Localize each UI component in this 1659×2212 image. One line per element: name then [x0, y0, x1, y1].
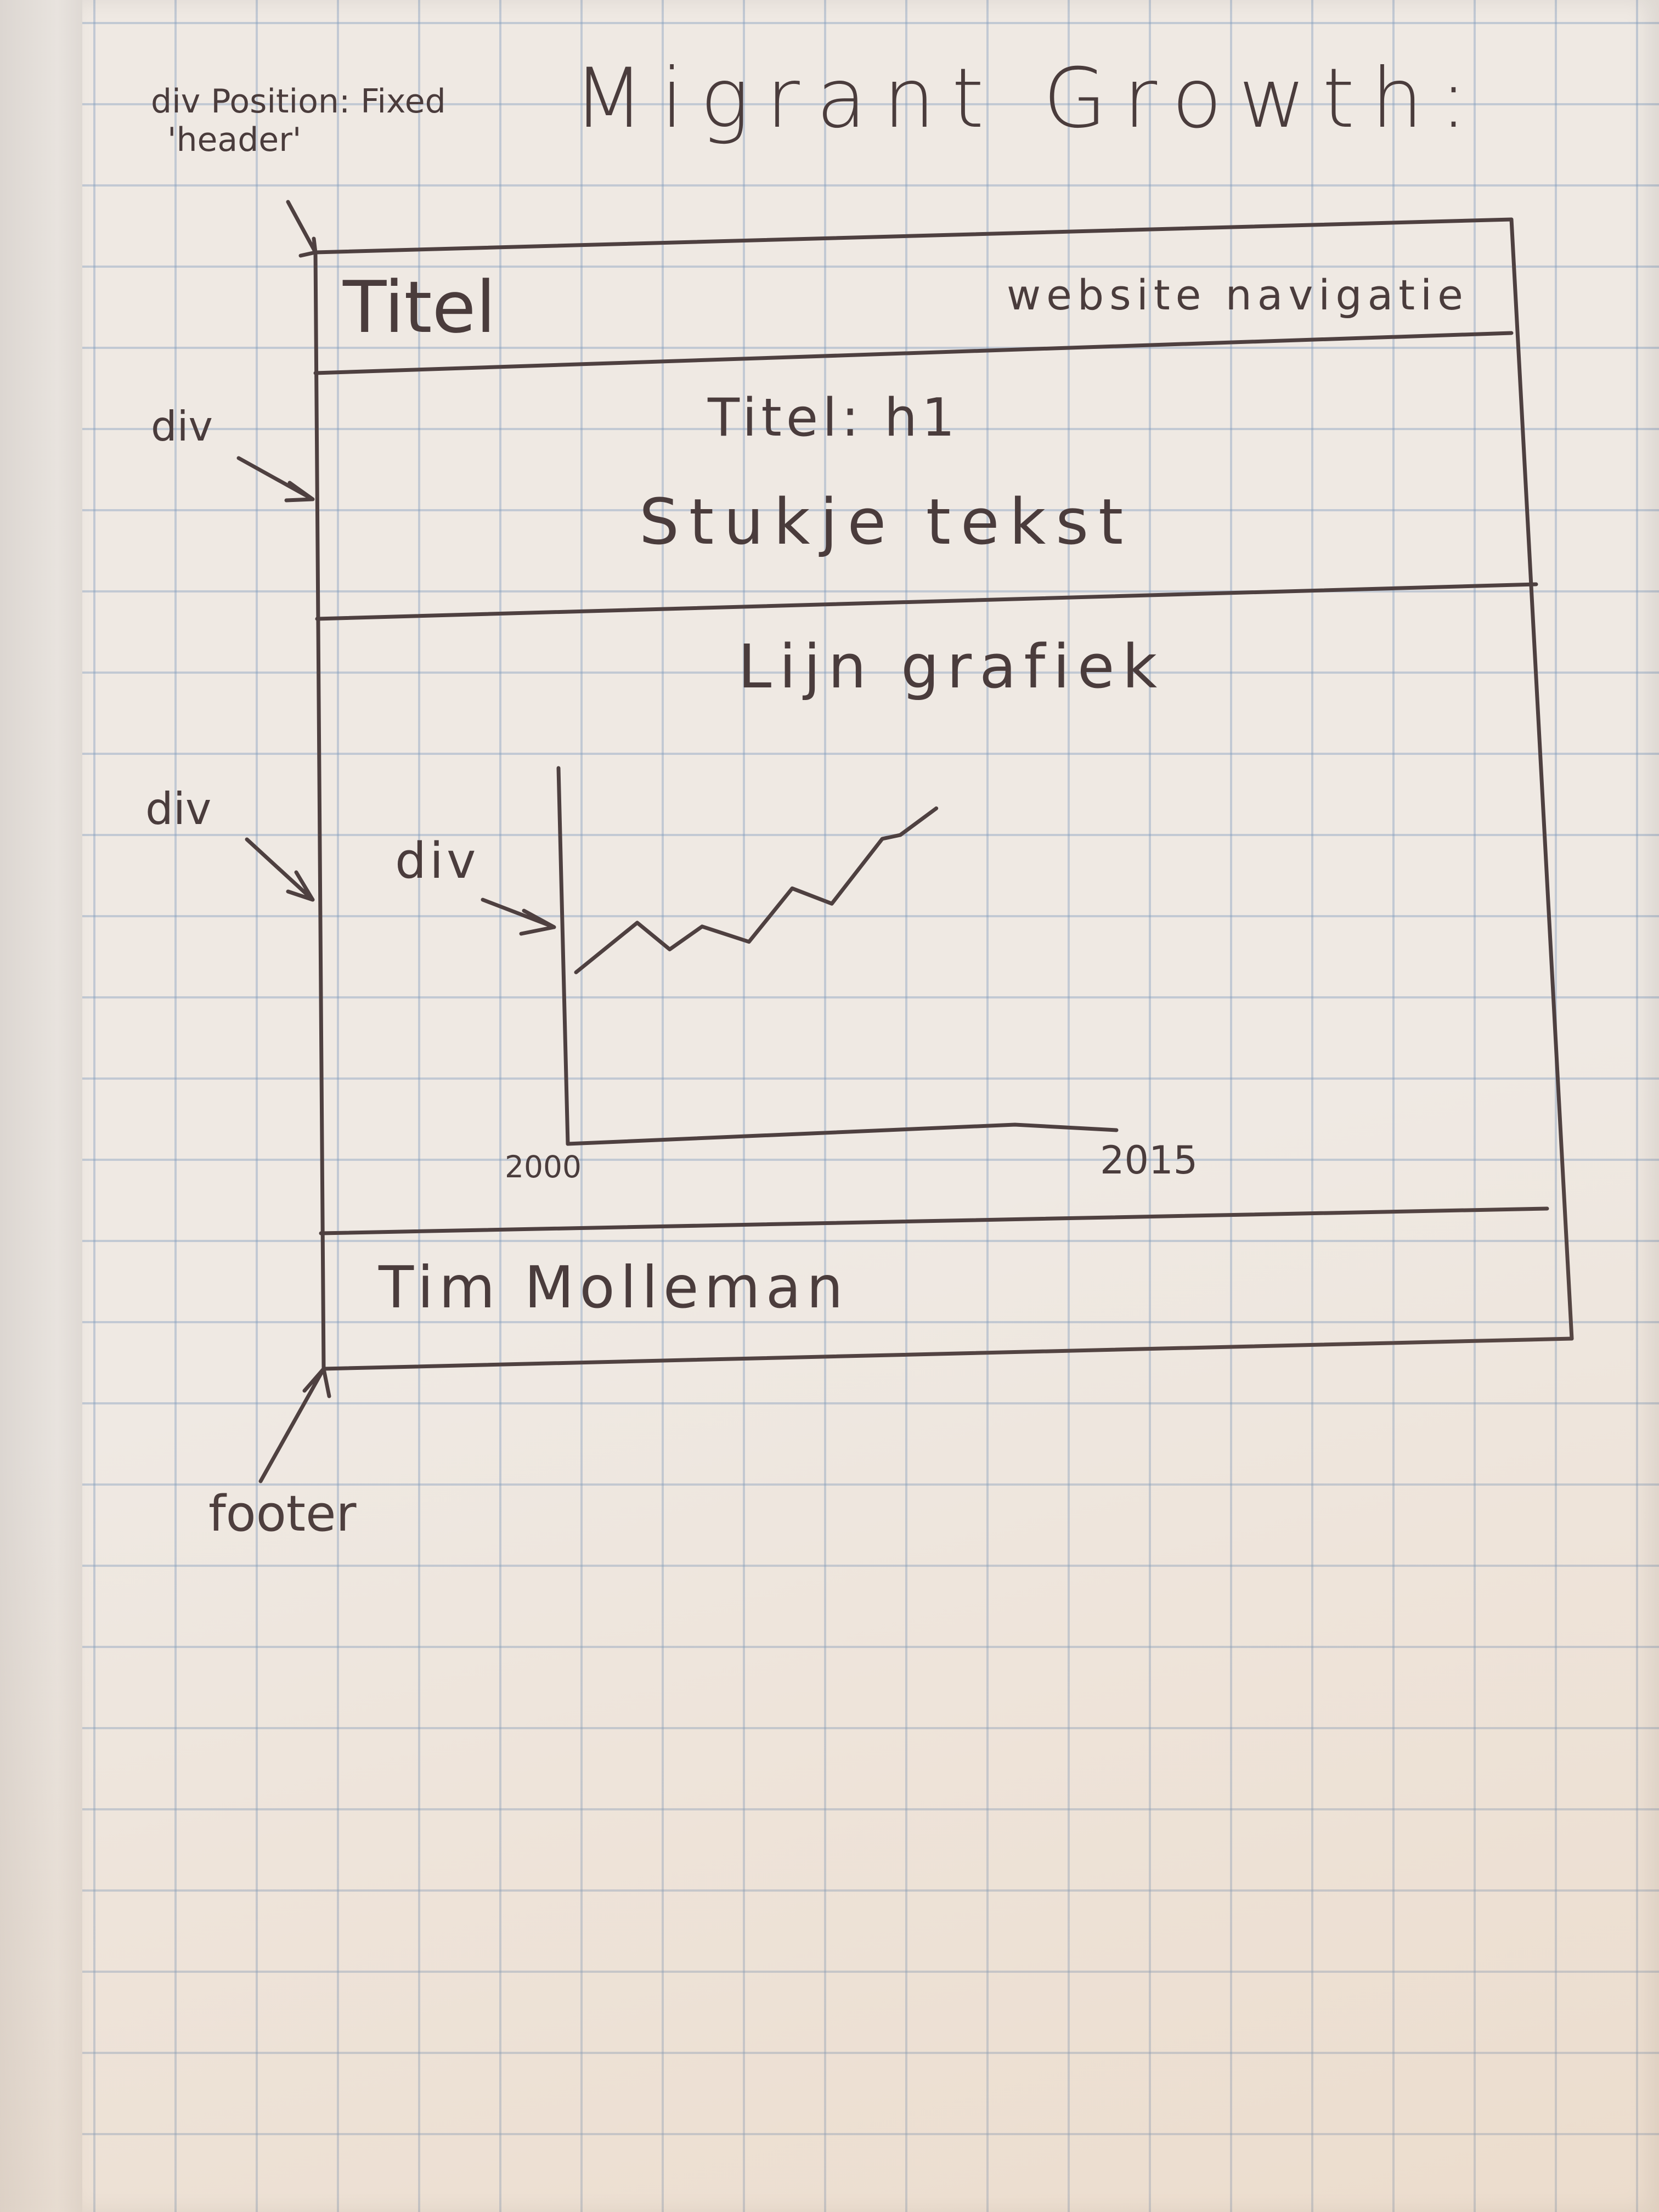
header-annotation-line1: div Position: Fixed [151, 82, 446, 121]
header-title: Titel [343, 266, 496, 349]
chart-div-annotation: div [395, 832, 479, 890]
chart-section-heading: Lijn grafiek [738, 631, 1165, 702]
chart-section-div-annotation: div [145, 783, 212, 834]
header-annotation: div Position: Fixed 'header' [151, 85, 446, 156]
chart-plot-area [574, 806, 939, 974]
chart-section-separator [319, 1206, 1549, 1235]
chart-x-start-label: 2000 [505, 1149, 582, 1184]
footer-author: Tim Molleman [379, 1254, 849, 1321]
footer-arrow [258, 1367, 331, 1483]
chart-div-arrow [481, 898, 556, 936]
header-separator [313, 331, 1514, 375]
frame-right-border [1509, 217, 1574, 1341]
frame-bottom-border [321, 1336, 1574, 1371]
grid-paper [82, 0, 1659, 2212]
intro-heading: Titel: h1 [708, 388, 960, 448]
header-arrow [286, 200, 318, 258]
chart-section-div-arrow [245, 837, 315, 902]
frame-left-border [313, 250, 326, 1371]
intro-div-annotation: div [151, 402, 213, 450]
header-annotation-line2: 'header' [167, 121, 302, 159]
chart-series-line-0 [574, 806, 939, 974]
chart-y-axis [556, 766, 570, 1146]
intro-separator [315, 582, 1538, 621]
footer-annotation: footer [208, 1485, 357, 1543]
intro-text: Stukje tekst [639, 486, 1133, 559]
chart-x-axis [566, 1122, 1119, 1146]
intro-div-arrow [236, 456, 315, 503]
sketch-title: Migrant Growth: [573, 51, 1484, 146]
frame-top-border [313, 217, 1514, 255]
website-navigation-label: website navigatie [1007, 270, 1469, 319]
chart-x-end-label: 2015 [1100, 1138, 1198, 1183]
